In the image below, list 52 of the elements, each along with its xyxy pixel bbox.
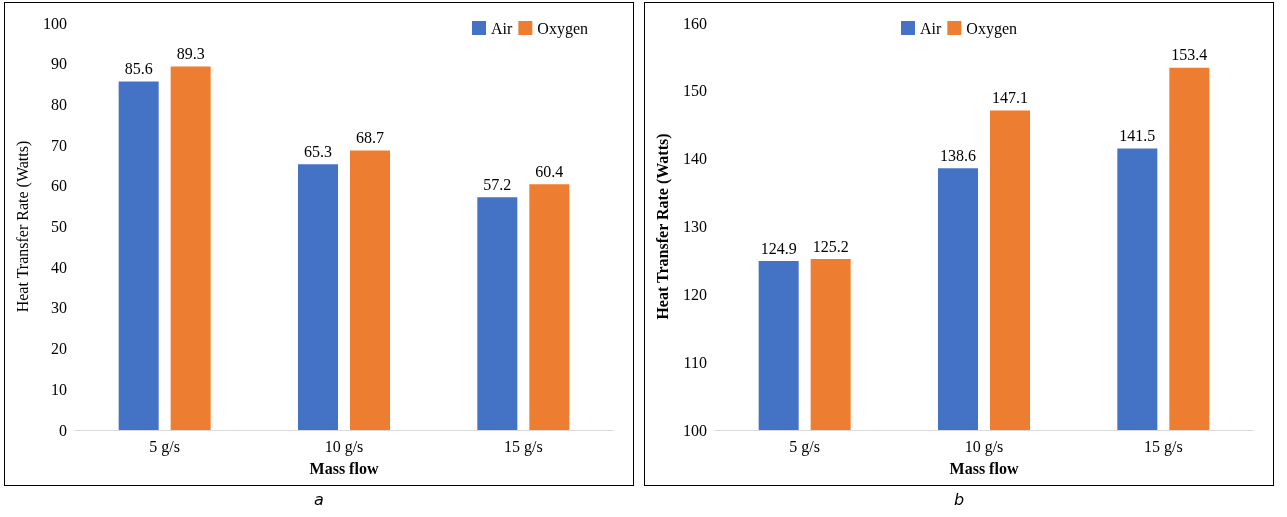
bar: [529, 184, 570, 430]
y-tick-label: 70: [51, 136, 67, 154]
bar: [477, 197, 518, 430]
x-axis-title: Mass flow: [949, 459, 1019, 477]
data-label: 147.1: [992, 89, 1028, 106]
bar: [350, 150, 390, 430]
bar: [298, 164, 338, 430]
x-tick-label: 10 g/s: [964, 437, 1004, 456]
y-tick-label: 110: [683, 353, 707, 371]
y-tick-label: 150: [683, 82, 707, 100]
bar: [118, 81, 159, 430]
y-tick-label: 60: [51, 177, 67, 195]
y-tick-label: 30: [51, 299, 67, 317]
data-label: 125.2: [812, 237, 849, 255]
y-tick-label: 100: [683, 421, 707, 439]
x-axis-title: Mass flow: [309, 459, 379, 477]
legend-label: Oxygen: [966, 19, 1017, 38]
y-tick-label: 90: [51, 55, 67, 73]
y-tick-label: 50: [51, 218, 67, 235]
y-tick-label: 120: [683, 285, 707, 303]
text: a: [313, 490, 325, 509]
y-tick-label: 20: [51, 340, 67, 358]
y-axis-title: Heat Transfer Rate (Watts): [13, 140, 32, 313]
x-tick-label: 10 g/s: [324, 437, 364, 456]
data-label: 60.4: [535, 162, 564, 180]
y-tick-label: 100: [43, 14, 67, 32]
y-tick-label: 10: [51, 380, 67, 398]
x-tick-label: 15 g/s: [504, 437, 543, 456]
data-label: 89.3: [176, 45, 205, 63]
data-label: 141.5: [1119, 126, 1156, 144]
data-label: 65.3: [304, 142, 332, 160]
y-tick-label: 130: [683, 218, 707, 235]
x-tick-label: 5 g/s: [789, 437, 820, 456]
y-tick-label: 0: [59, 421, 67, 439]
data-label: 124.9: [760, 239, 797, 257]
data-label: 153.4: [1171, 46, 1208, 64]
y-axis-title: Heat Transfer Rate (Watts): [653, 133, 672, 320]
data-label: 68.7: [356, 128, 384, 146]
text: b: [952, 490, 966, 509]
legend-label: Air: [920, 19, 943, 37]
y-tick-label: 160: [683, 14, 707, 32]
data-label: 138.6: [940, 146, 976, 164]
y-tick-label: 40: [51, 258, 67, 276]
x-tick-label: 5 g/s: [149, 437, 180, 456]
bar: [170, 66, 211, 430]
y-tick-label: 140: [683, 150, 707, 168]
data-label: 85.6: [124, 60, 153, 78]
y-tick-label: 80: [51, 95, 67, 113]
data-label: 57.2: [483, 175, 512, 193]
legend-label: Air: [491, 19, 514, 37]
x-tick-label: 15 g/s: [1144, 437, 1183, 456]
legend-label: Oxygen: [537, 19, 588, 38]
